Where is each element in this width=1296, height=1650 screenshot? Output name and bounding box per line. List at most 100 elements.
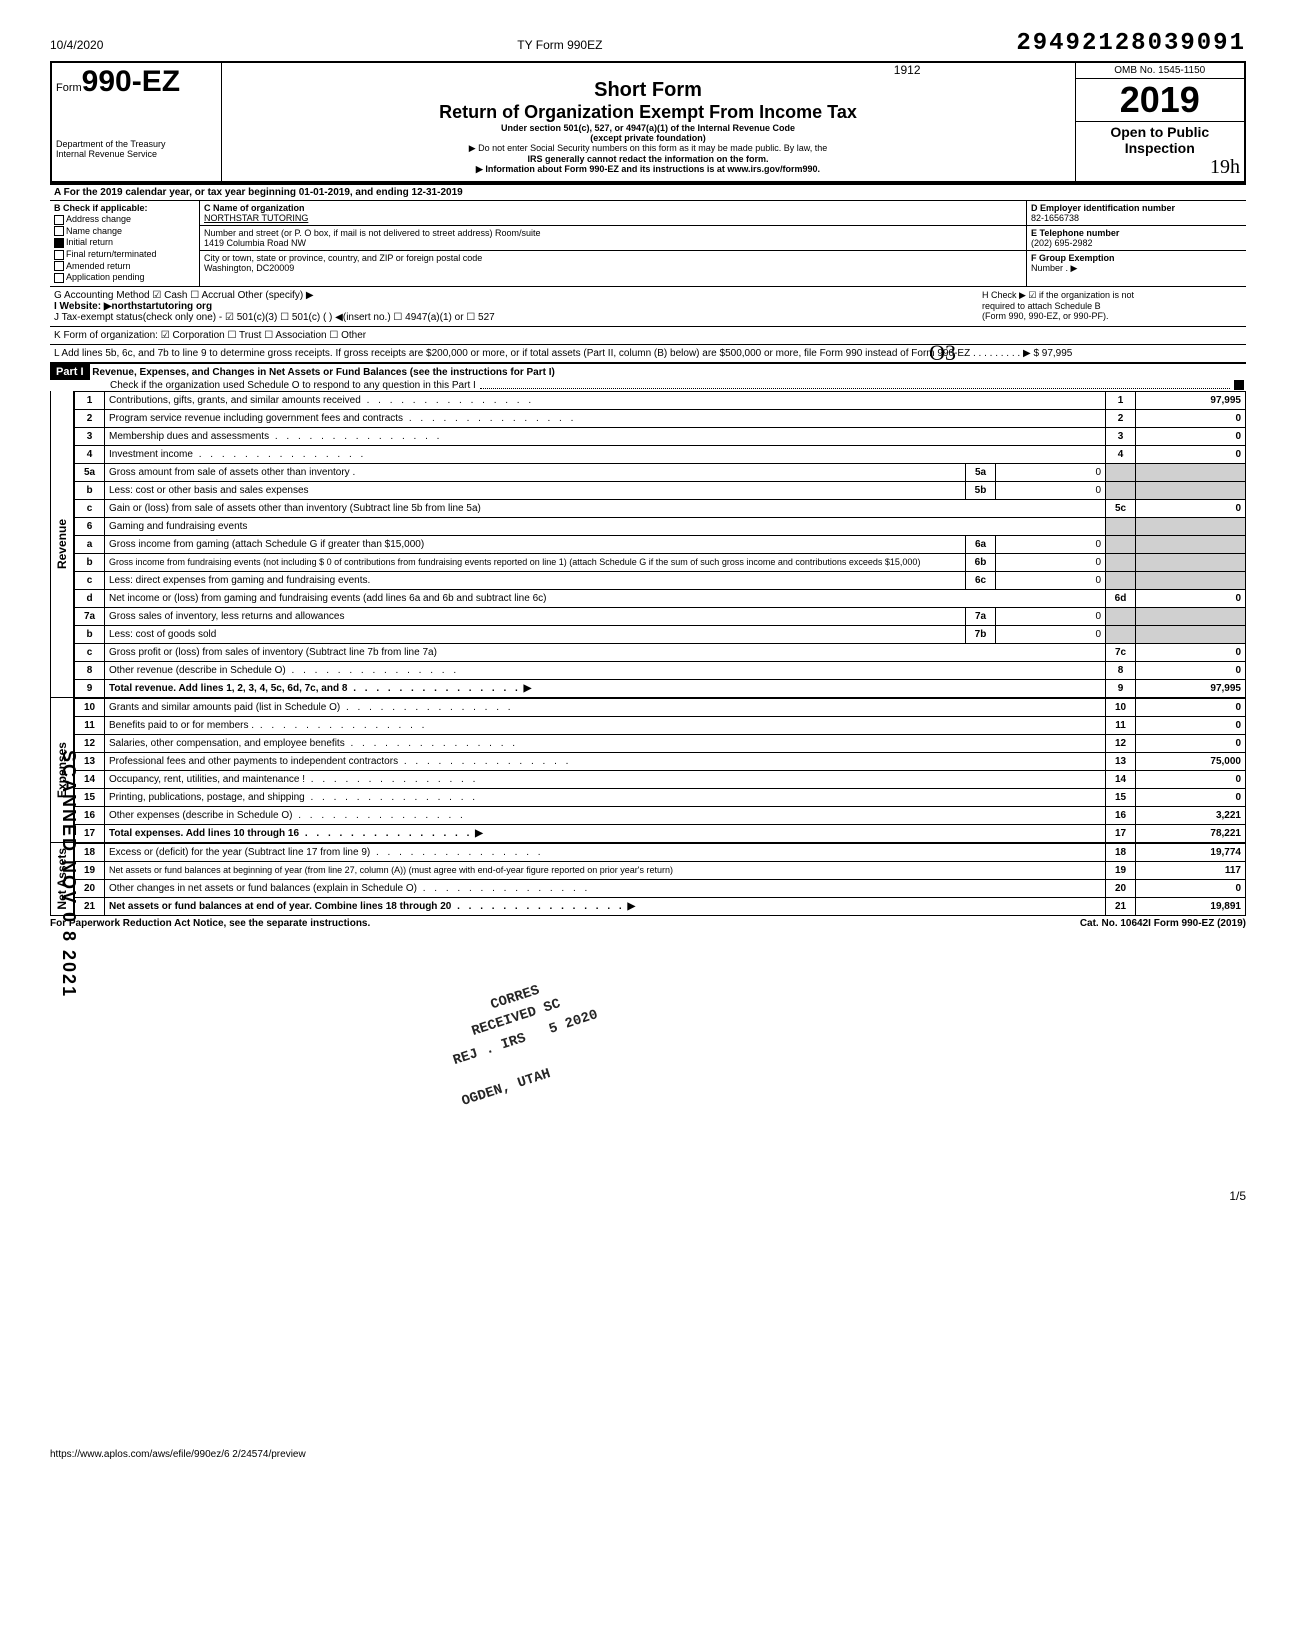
checkbox-icon <box>54 261 64 271</box>
c-name-label: C Name of organization <box>204 203 1022 213</box>
checkbox-icon <box>54 215 64 225</box>
tax-year: 2019 <box>1076 79 1245 121</box>
short-form-title: Short Form <box>226 79 1071 102</box>
document-id: 29492128039091 <box>1016 30 1246 57</box>
line-5a: 5aGross amount from sale of assets other… <box>75 463 1246 481</box>
received-stamp-line5: OGDEN, UTAH <box>460 1066 553 1110</box>
line-5b: bLess: cost or other basis and sales exp… <box>75 481 1246 499</box>
instruction-line-1: ▶ Do not enter Social Security numbers o… <box>226 143 1071 154</box>
col-b-title: B Check if applicable: <box>54 203 195 213</box>
line-6a: aGross income from gaming (attach Schedu… <box>75 535 1246 553</box>
dots-leader <box>480 381 1230 389</box>
under-section-1: Under section 501(c), 527, or 4947(a)(1)… <box>226 123 1071 133</box>
cb-final-return[interactable]: Final return/terminated <box>54 249 195 260</box>
c-addr-value: 1419 Columbia Road NW <box>204 238 1022 248</box>
cb-name-change[interactable]: Name change <box>54 226 195 237</box>
i-website: I Website: ▶northstartutoring org <box>54 301 982 312</box>
checkbox-icon <box>54 226 64 236</box>
d-ein-label: D Employer identification number <box>1031 203 1242 213</box>
part-1-title: Revenue, Expenses, and Changes in Net As… <box>92 367 555 378</box>
line-7b: bLess: cost of goods sold7b0 <box>75 625 1246 643</box>
line-7a: 7aGross sales of inventory, less returns… <box>75 607 1246 625</box>
part-1-header-row: Part I Revenue, Expenses, and Changes in… <box>50 362 1246 391</box>
line-15: 15Printing, publications, postage, and s… <box>75 788 1246 806</box>
cb-amended-return[interactable]: Amended return <box>54 261 195 272</box>
form-number: 990-EZ <box>82 65 180 98</box>
line-14: 14Occupancy, rent, utilities, and mainte… <box>75 770 1246 788</box>
line-16: 16Other expenses (describe in Schedule O… <box>75 806 1246 824</box>
footer-row: For Paperwork Reduction Act Notice, see … <box>50 918 1246 929</box>
col-c-org-info: C Name of organization NORTHSTAR TUTORIN… <box>200 201 1026 286</box>
line-19: 19Net assets or fund balances at beginni… <box>75 861 1246 879</box>
line-1: 1Contributions, gifts, grants, and simil… <box>75 391 1246 409</box>
c-addr-label: Number and street (or P. O box, if mail … <box>204 228 1022 238</box>
line-6c: cLess: direct expenses from gaming and f… <box>75 571 1246 589</box>
line-9: 9Total revenue. Add lines 1, 2, 3, 4, 5c… <box>75 679 1246 697</box>
line-20: 20Other changes in net assets or fund ba… <box>75 879 1246 897</box>
line-12: 12Salaries, other compensation, and empl… <box>75 734 1246 752</box>
under-section-2: (except private foundation) <box>226 133 1071 143</box>
col-b-checkboxes: B Check if applicable: Address change Na… <box>50 201 200 286</box>
part-1-check-text: Check if the organization used Schedule … <box>110 380 476 391</box>
cat-form-number: Cat. No. 10642I Form 990-EZ (2019) <box>1080 918 1246 929</box>
cb-address-change[interactable]: Address change <box>54 214 195 225</box>
scanned-side-stamp: SCANNED NOV 0 8 2021 <box>58 750 79 998</box>
cb-initial-return[interactable]: Initial return <box>54 237 195 248</box>
d-ein-value: 82-1656738 <box>1031 213 1242 223</box>
block-bcd: B Check if applicable: Address change Na… <box>50 200 1246 286</box>
c-city-label: City or town, state or province, country… <box>204 253 1022 263</box>
cb-application-pending[interactable]: Application pending <box>54 272 195 283</box>
instruction-line-2: ▶ Information about Form 990-EZ and its … <box>226 164 1071 175</box>
return-title: Return of Organization Exempt From Incom… <box>226 102 1071 123</box>
received-stamp-line1: CORRES <box>489 983 542 1014</box>
line-2: 2Program service revenue including gover… <box>75 409 1246 427</box>
line-10: 10Grants and similar amounts paid (list … <box>75 698 1246 716</box>
col-d-ein-phone: D Employer identification number 82-1656… <box>1026 201 1246 286</box>
checkbox-icon <box>54 273 64 283</box>
line-4: 4Investment income40 <box>75 445 1246 463</box>
instruction-line-1b: IRS generally cannot redact the informat… <box>226 154 1071 164</box>
received-stamp-line2: RECEIVED SC <box>470 996 563 1040</box>
form-label: Form <box>56 82 82 94</box>
h-check-line3: (Form 990, 990-EZ, or 990-PF). <box>982 311 1242 321</box>
open-to-public: Open to Public <box>1080 124 1241 140</box>
revenue-side-label: Revenue <box>50 391 74 698</box>
f-group-label: F Group Exemption <box>1031 253 1242 263</box>
f-group-label2: Number . ▶ <box>1031 263 1242 274</box>
row-g-accounting: G Accounting Method ☑ Cash ☐ Accrual Oth… <box>50 286 1246 326</box>
j-tax-exempt: J Tax-exempt status(check only one) - ☑ … <box>54 312 982 323</box>
line-6b: bGross income from fundraising events (n… <box>75 553 1246 571</box>
checkbox-checked-icon <box>54 238 64 248</box>
dept-treasury: Department of the Treasury <box>56 139 217 149</box>
page-bottom: https://www.aplos.com/aws/efile/990ez/6 … <box>50 1189 1246 1460</box>
netassets-section-wrap: Net Assets 18Excess or (deficit) for the… <box>50 843 1246 916</box>
line-7c: cGross profit or (loss) from sales of in… <box>75 643 1246 661</box>
row-k-form-org: K Form of organization: ☑ Corporation ☐ … <box>50 326 1246 344</box>
revenue-section-wrap: Revenue 1Contributions, gifts, grants, a… <box>50 391 1246 698</box>
line-3: 3Membership dues and assessments30 <box>75 427 1246 445</box>
small-1912: 1912 <box>894 63 921 77</box>
checkbox-icon <box>54 250 64 260</box>
e-phone-label: E Telephone number <box>1031 228 1242 238</box>
line-11: 11Benefits paid to or for members .110 <box>75 716 1246 734</box>
h-check-line2: required to attach Schedule B <box>982 301 1242 311</box>
dept-irs: Internal Revenue Service <box>56 149 217 159</box>
line-6: 6Gaming and fundraising events <box>75 517 1246 535</box>
line-8: 8Other revenue (describe in Schedule O)8… <box>75 661 1246 679</box>
form-number-block: Form990-EZ <box>56 65 217 99</box>
e-phone-value: (202) 695-2982 <box>1031 238 1242 248</box>
expenses-section-wrap: Expenses 10Grants and similar amounts pa… <box>50 698 1246 843</box>
part-1-checkbox[interactable] <box>1234 380 1244 390</box>
page-number: 1/5 <box>1229 1189 1246 1460</box>
line-21: 21Net assets or fund balances at end of … <box>75 897 1246 915</box>
line-17: 17Total expenses. Add lines 10 through 1… <box>75 824 1246 842</box>
ty-form-label: TY Form 990EZ <box>517 38 602 52</box>
omb-number: OMB No. 1545-1150 <box>1076 63 1245 79</box>
h-check-line1: H Check ▶ ☑ if the organization is not <box>982 290 1242 301</box>
g-accounting-method: G Accounting Method ☑ Cash ☐ Accrual Oth… <box>54 290 982 301</box>
row-l-gross-receipts: L Add lines 5b, 6c, and 7b to line 9 to … <box>50 344 1246 362</box>
line-13: 13Professional fees and other payments t… <box>75 752 1246 770</box>
paperwork-notice: For Paperwork Reduction Act Notice, see … <box>50 918 370 929</box>
preview-url: https://www.aplos.com/aws/efile/990ez/6 … <box>50 1449 306 1460</box>
part-1-label: Part I <box>50 364 90 380</box>
